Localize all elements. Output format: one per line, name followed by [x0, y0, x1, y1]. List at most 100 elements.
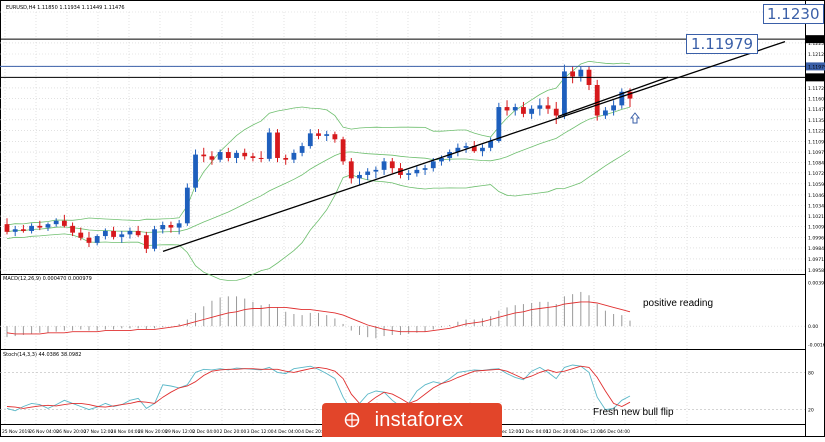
candle-body — [627, 91, 633, 99]
stoch-d-line — [6, 365, 631, 409]
candle-body — [283, 157, 289, 160]
candle-body — [234, 152, 239, 158]
y-tick-label: 1.10595 — [808, 182, 825, 188]
candle-body — [463, 146, 469, 148]
x-tick-label: 4 Dec 20:00 — [301, 429, 328, 435]
x-tick-label: 26 Nov 20:00 — [56, 429, 86, 435]
x-tick-label: 2 Dec 04:00 — [192, 429, 219, 435]
candle-body — [307, 133, 313, 147]
y-tick-label: 1.12125 — [808, 52, 825, 58]
candle-body — [201, 154, 207, 157]
y-tick-label: 1.10845 — [808, 161, 825, 167]
x-tick-label: 3 Dec 12:00 — [247, 429, 274, 435]
y-tick-label: 1.11095 — [808, 139, 825, 145]
y-tick-label: 1.11476 — [808, 107, 825, 113]
candle-body — [578, 69, 584, 77]
macd-y-tick: -0.001684 — [808, 343, 825, 349]
candle-body — [529, 108, 535, 114]
y-tick-label: 1.11350 — [808, 118, 825, 124]
candle-body — [496, 107, 502, 141]
candle-body — [504, 107, 510, 111]
y-tick-label: 1.11600 — [808, 97, 825, 103]
x-tick-label: 28 Nov 20:00 — [138, 429, 168, 435]
candle-body — [389, 161, 395, 169]
level-label-1230: 1.1230 — [763, 4, 824, 24]
stoch-header: Stoch(14,3,3) 44.0386 38.0982 — [3, 352, 81, 358]
stoch-k-line — [6, 364, 631, 412]
candle-body — [348, 161, 354, 179]
candle-body — [406, 173, 412, 175]
candle-body — [193, 154, 198, 188]
support-trendline — [162, 40, 786, 252]
candle-body — [521, 107, 526, 114]
instaforex-logo-icon — [344, 412, 360, 428]
candle-body — [102, 230, 108, 237]
candle-body — [488, 141, 494, 148]
candle-body — [160, 225, 166, 230]
stoch-y-tick: 80 — [808, 370, 814, 376]
y-tick-label: 1.10970 — [808, 150, 825, 156]
x-tick-label: 28 Nov 04:00 — [111, 429, 141, 435]
candle-body — [545, 105, 551, 109]
y-tick-label: 1.10725 — [808, 171, 825, 177]
bollinger-middle — [6, 106, 631, 233]
candle-body — [299, 146, 305, 153]
y-tick-label: 1.11225 — [808, 128, 825, 134]
candle-body — [135, 230, 141, 236]
candle-body — [537, 105, 543, 109]
candle-body — [37, 225, 43, 228]
watermark-banner: instaforex — [322, 403, 502, 437]
x-tick-label: 12 Dec 20:00 — [546, 429, 576, 435]
macd-annotation: positive reading — [643, 298, 714, 309]
candle-body — [53, 220, 59, 225]
candle-body — [471, 146, 477, 152]
candle-body — [225, 152, 231, 158]
candle-body — [422, 168, 428, 170]
x-tick-label: 4 Dec 04:00 — [274, 429, 301, 435]
x-tick-label: 16 Dec 04:00 — [600, 429, 630, 435]
level-price-tag — [806, 35, 825, 44]
candle-body — [512, 107, 518, 111]
candle-body — [266, 132, 272, 159]
candle-body — [430, 161, 436, 169]
y-tick-label: 1.10095 — [808, 224, 825, 230]
candle-body — [455, 147, 461, 153]
watermark-text: instaforex — [374, 408, 464, 431]
projection-line — [557, 76, 669, 118]
candle-body — [217, 152, 223, 160]
candle-body — [316, 133, 321, 136]
candle-body — [209, 156, 215, 160]
y-tick-label: 1.10215 — [808, 214, 825, 220]
candle-body — [619, 91, 625, 106]
candle-body — [324, 134, 330, 136]
stochastic-panel: 80 20 — [0, 364, 814, 414]
candle-body — [414, 169, 420, 174]
candle-body — [365, 171, 371, 175]
y-tick-label: 1.10340 — [808, 204, 825, 210]
up-arrow-icon — [629, 112, 641, 124]
candle-body — [439, 157, 444, 162]
x-tick-label: 2 Dec 20:00 — [220, 429, 247, 435]
level-price-tag — [806, 73, 825, 82]
candle-body — [94, 236, 100, 243]
candle-body — [61, 220, 67, 226]
candle-body — [70, 225, 75, 233]
candle-body — [291, 152, 297, 160]
macd-y-tick: 0.00 — [808, 324, 818, 330]
level-label-11979: 1.11979 — [686, 34, 759, 54]
candle-body — [111, 230, 116, 237]
y-tick-label: 1.09710 — [808, 257, 825, 263]
y-tick-label: 1.11725 — [808, 86, 825, 92]
macd-panel: 0.00397 0.00 -0.001684 — [0, 280, 825, 349]
bollinger-bands — [6, 60, 631, 281]
candle-body — [4, 224, 10, 232]
horizontal-levels — [0, 35, 825, 82]
candle-body — [381, 161, 387, 170]
candle-body — [119, 234, 125, 237]
x-tick-label: 11 Dec 12:00 — [492, 429, 522, 435]
y-tick-label: 1.11850 — [808, 75, 825, 81]
